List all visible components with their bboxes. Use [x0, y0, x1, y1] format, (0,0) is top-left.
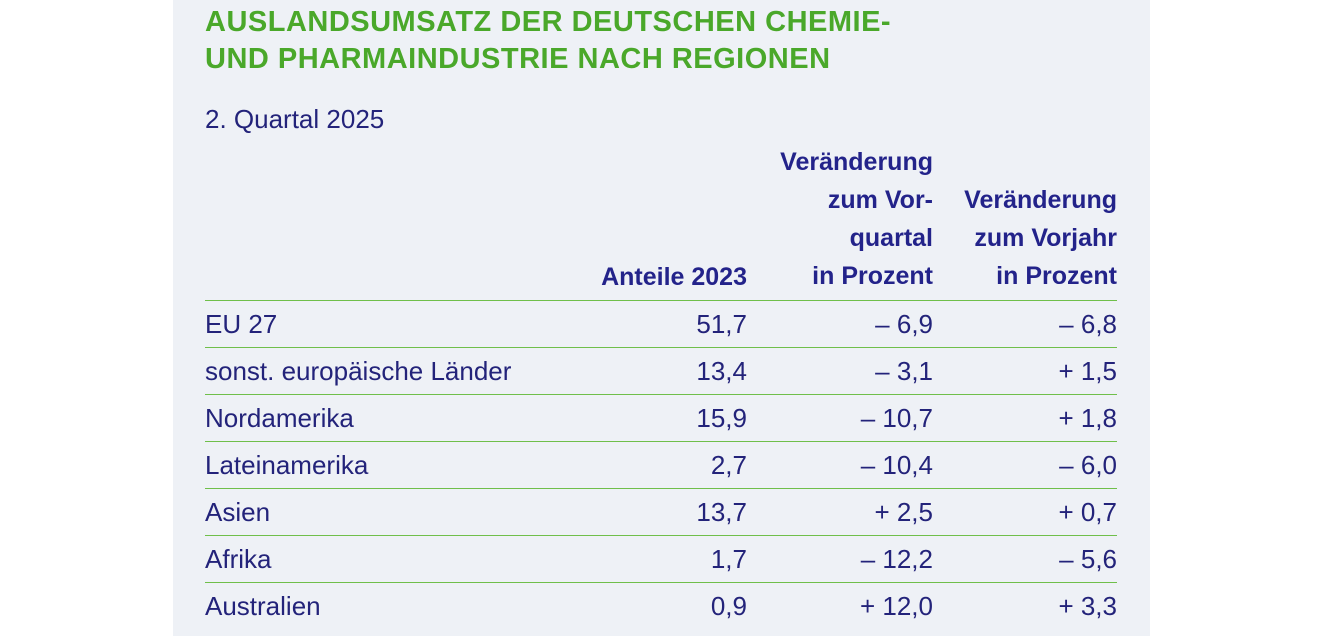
change-quarter-cell: + 2,5 [747, 488, 933, 536]
change-year-cell: – 6,0 [933, 441, 1117, 489]
table-row: Lateinamerika 2,7 – 10,4 – 6,0 [205, 441, 1117, 489]
region-cell: EU 27 [205, 301, 605, 348]
table-row: Asien 13,7 + 2,5 + 0,7 [205, 488, 1117, 536]
table-subtitle: 2. Quartal 2025 [205, 104, 385, 134]
region-cell: Australien [205, 590, 321, 621]
change-year-cell: – 5,6 [933, 535, 1117, 583]
share-cell: 15,9 [605, 394, 747, 442]
table-row: sonst. europäische Länder 13,4 – 3,1 + 1… [205, 347, 1117, 395]
table-row: EU 27 51,7 – 6,9 – 6,8 [205, 301, 1117, 348]
change-quarter-cell: – 6,9 [747, 301, 933, 348]
region-cell: Asien [205, 488, 605, 536]
change-year-cell: + 1,5 [933, 347, 1117, 395]
change-year-cell: + 3,3 [1058, 590, 1117, 621]
table-title: AUSLANDSUMSATZ DER DEUTSCHEN CHEMIE- UND… [205, 6, 892, 75]
share-cell: 51,7 [605, 301, 747, 348]
change-year-cell: – 6,8 [933, 301, 1117, 348]
change-year-cell: + 1,8 [933, 394, 1117, 442]
change-quarter-cell: – 10,7 [747, 394, 933, 442]
share-cell: 2,7 [605, 441, 747, 489]
column-header-change-quarter: Veränderung zum Vor- quartal in Prozent [780, 148, 933, 290]
change-quarter-cell: – 10,4 [747, 441, 933, 489]
table-row: Afrika 1,7 – 12,2 – 5,6 [205, 535, 1117, 583]
share-cell: 0,9 [710, 590, 747, 621]
change-quarter-cell: – 12,2 [747, 535, 933, 583]
region-cell: Lateinamerika [205, 441, 605, 489]
region-cell: Afrika [205, 535, 605, 583]
column-header-change-year: Veränderung zum Vorjahr in Prozent [964, 186, 1117, 290]
share-cell: 13,4 [605, 347, 747, 395]
change-year-cell: + 0,7 [933, 488, 1117, 536]
share-cell: 13,7 [605, 488, 747, 536]
region-cell: Nordamerika [205, 394, 605, 442]
region-cell: sonst. europäische Länder [205, 347, 605, 395]
header-rule [205, 300, 1117, 301]
table-row: Australien 0,9 + 12,0 + 3,3 [205, 583, 1117, 630]
share-cell: 1,7 [605, 535, 747, 583]
column-header-share: Anteile 2023 [601, 263, 747, 291]
data-table: EU 27 51,7 – 6,9 – 6,8 sonst. europäisch… [205, 301, 1117, 629]
change-quarter-cell: – 3,1 [747, 347, 933, 395]
table-row: Nordamerika 15,9 – 10,7 + 1,8 [205, 394, 1117, 442]
change-quarter-cell: + 12,0 [859, 590, 933, 621]
